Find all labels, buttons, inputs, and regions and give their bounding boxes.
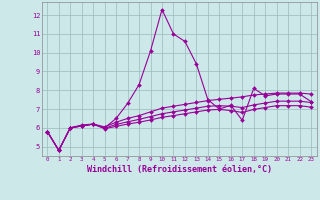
X-axis label: Windchill (Refroidissement éolien,°C): Windchill (Refroidissement éolien,°C) [87, 165, 272, 174]
